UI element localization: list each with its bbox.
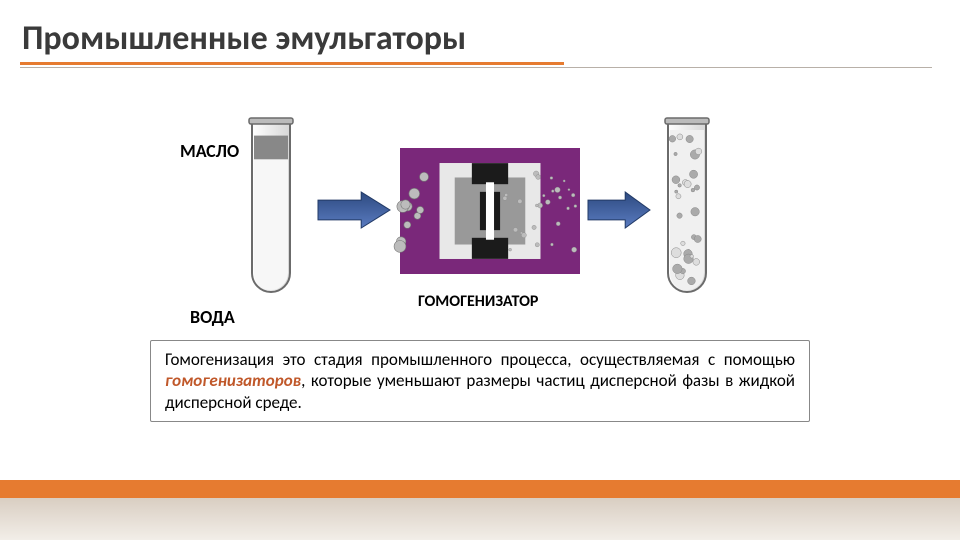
definition-emph: гомогенизаторов <box>165 370 301 391</box>
definition-box: Гомогенизация это стадия промышленного п… <box>150 340 810 422</box>
definition-text: Гомогенизация это стадия промышленного п… <box>165 349 795 370</box>
label-homogenizer: ГОМОГЕНИЗАТОР <box>418 292 538 311</box>
footer-fade <box>0 498 960 540</box>
diagram-svg <box>0 0 960 540</box>
label-water: ВОДА <box>190 306 235 328</box>
footer-orange <box>0 480 960 498</box>
label-oil: МАСЛО <box>180 140 239 162</box>
